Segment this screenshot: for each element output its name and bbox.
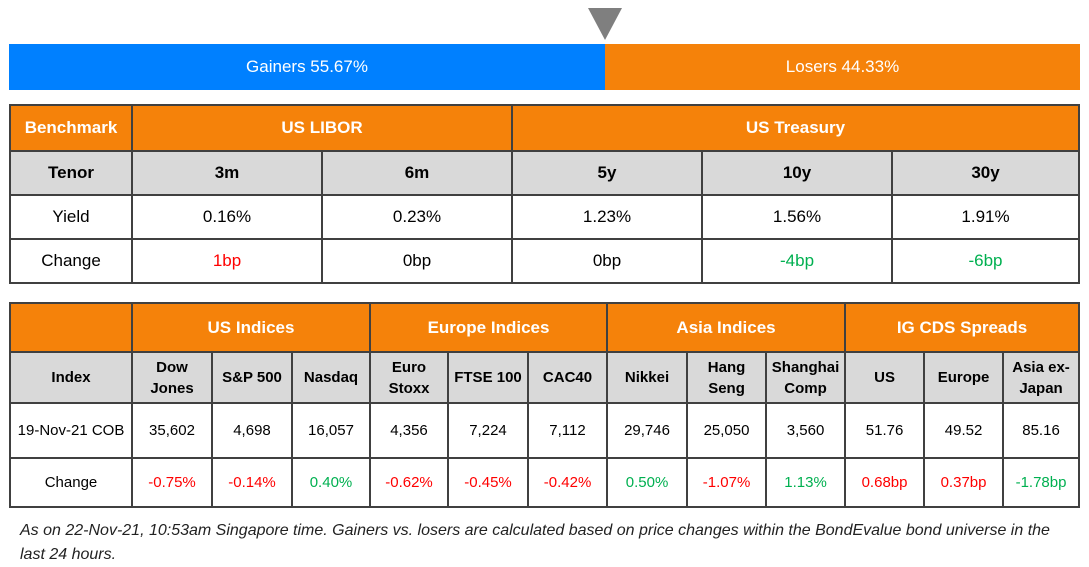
change-value: -4bp [701,238,894,284]
index-value: 35,602 [131,402,213,459]
index-name: Asia ex-Japan [1002,351,1080,404]
index-value: 7,112 [526,402,609,459]
index-value: 3,560 [765,402,847,459]
yield-value: 1.91% [891,194,1080,240]
yield-row: Yield 0.16% 0.23% 1.23% 1.56% 1.91% [9,194,1080,240]
index-change: -0.14% [211,457,293,508]
libor-header: US LIBOR [130,104,514,152]
index-change: -0.45% [447,457,529,508]
index-name: Dow Jones [131,351,213,404]
index-value: 25,050 [686,402,768,459]
change-value: -6bp [891,238,1080,284]
index-change: 1.13% [765,457,847,508]
index-name: Europe [923,351,1005,404]
benchmark-header: Benchmark [9,104,133,152]
index-value: 49.52 [923,402,1005,459]
yield-value: 0.23% [320,194,514,240]
index-change: -1.78bp [1002,457,1080,508]
index-label: Index [9,351,133,404]
blank-header [9,302,133,353]
indices-table: US Indices Europe Indices Asia Indices I… [9,302,1080,508]
index-value: 51.76 [844,402,926,459]
index-change: -0.62% [369,457,449,508]
change-label: Change [9,238,133,284]
change-row: Change 1bp 0bp 0bp -4bp -6bp [9,238,1080,284]
treasury-header: US Treasury [511,104,1080,152]
index-value: 4,698 [211,402,293,459]
index-value: 4,356 [369,402,449,459]
yield-value: 0.16% [131,194,323,240]
date-label: 19-Nov-21 COB [9,402,133,459]
tenor: 30y [891,150,1080,196]
index-change: -1.07% [686,457,768,508]
index-name: Hang Seng [686,351,768,404]
index-name: S&P 500 [211,351,293,404]
losers-segment: Losers 44.33% [605,44,1080,90]
tenor-label: Tenor [9,150,133,196]
gainers-losers-bar: Gainers 55.67% Losers 44.33% [9,44,1080,90]
index-value: 29,746 [606,402,689,459]
footnote: As on 22-Nov-21, 10:53am Singapore time.… [20,522,1050,563]
index-name: FTSE 100 [447,351,529,404]
group-header: Asia Indices [606,302,847,353]
change-label: Change [9,457,133,508]
index-change: -0.42% [526,457,609,508]
marker-triangle-icon [588,8,622,40]
gainers-segment: Gainers 55.67% [9,44,605,90]
index-value: 16,057 [291,402,371,459]
index-name: US [844,351,926,404]
tenor: 10y [701,150,894,196]
yield-value: 1.56% [701,194,894,240]
rates-table: Benchmark US LIBOR US Treasury Tenor 3m … [9,104,1080,284]
tenor: 3m [131,150,323,196]
change-value: 0bp [320,238,514,284]
index-name: Shanghai Comp [765,351,847,404]
index-name: Euro Stoxx [369,351,449,404]
index-name: CAC40 [526,351,609,404]
index-change: 0.50% [606,457,689,508]
index-change: 0.40% [291,457,371,508]
index-name: Nikkei [606,351,689,404]
index-change: 0.37bp [923,457,1005,508]
index-name: Nasdaq [291,351,371,404]
index-value: 85.16 [1002,402,1080,459]
index-change: -0.75% [131,457,213,508]
index-value: 7,224 [447,402,529,459]
group-header: US Indices [131,302,371,353]
group-header: IG CDS Spreads [844,302,1080,353]
yield-label: Yield [9,194,133,240]
index-change: 0.68bp [844,457,926,508]
change-value: 0bp [511,238,704,284]
tenor: 6m [320,150,514,196]
group-header: Europe Indices [368,302,609,353]
yield-value: 1.23% [511,194,704,240]
tenor: 5y [511,150,704,196]
change-value: 1bp [131,238,323,284]
